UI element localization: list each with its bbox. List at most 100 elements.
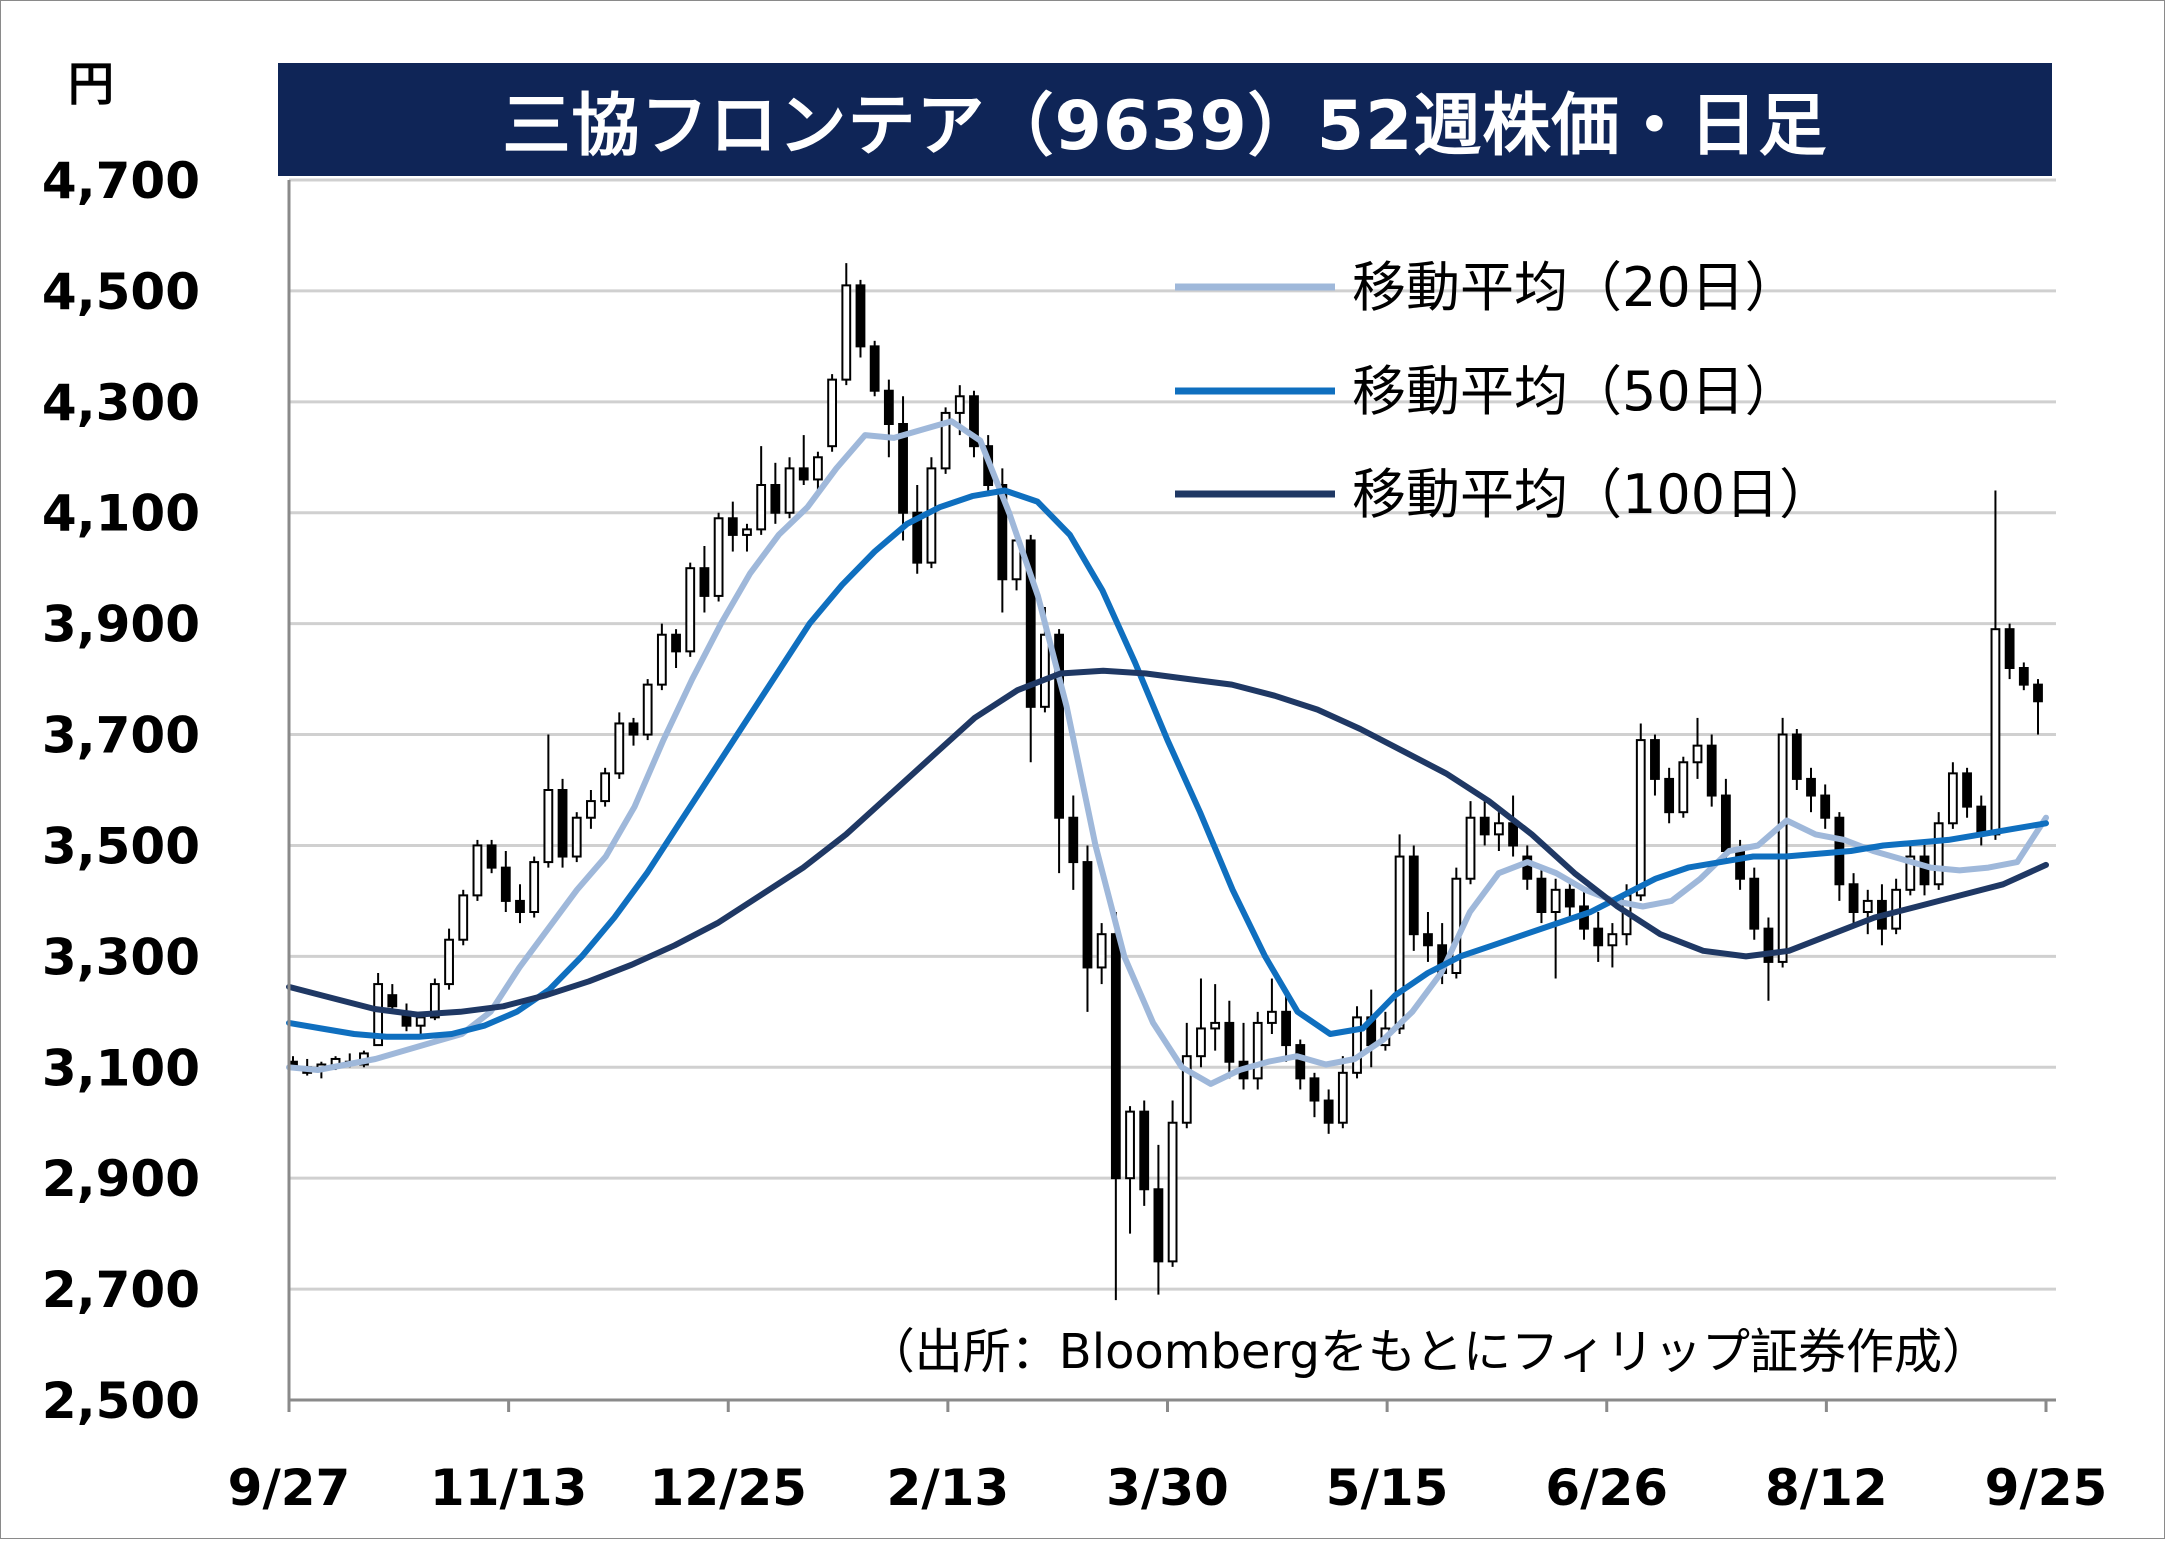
y-tick-label: 3,500 [42,817,200,875]
candle-body [685,567,696,653]
x-tick-label: 6/26 [1545,1459,1668,1517]
legend: 移動平均（20日） 移動平均（50日） 移動平均（100日） [1175,256,1833,526]
candle-body [373,983,384,1047]
candle-body [713,517,724,597]
y-tick-label: 3,300 [42,928,200,986]
candle-body [898,423,908,514]
candle-body [1054,633,1064,819]
candle-body [827,378,838,448]
candle-body [1394,855,1405,1030]
candle-body [1309,1077,1320,1102]
candle-body [1905,855,1916,891]
candle-body [1267,1010,1277,1024]
candle-body [727,517,738,536]
x-tick-label: 11/13 [430,1459,587,1517]
candle-body [997,484,1008,581]
candle-body [614,722,625,775]
candle-body [1593,927,1604,947]
candle-body [387,994,398,1008]
candle-body [1352,1016,1362,1074]
candle-body [1962,772,1972,808]
candle-body [1096,933,1107,969]
legend-label: 移動平均（20日） [1352,256,1799,319]
candle-body [500,866,511,902]
x-tick-label: 2/13 [887,1459,1010,1517]
candle-body [1508,822,1518,847]
candle-body [1337,1071,1348,1124]
candle-body [1522,855,1533,880]
candle-body [671,633,681,653]
candle-body [1295,1044,1306,1080]
candle-body [1423,933,1433,947]
candle-body [855,284,866,348]
y-tick-labels: 4,700 4,500 4,300 4,100 3,900 3,700 3,500 3,300… [42,152,200,1430]
candle-body [586,800,596,819]
candle-body [1607,933,1618,947]
candle-body [1139,1110,1150,1191]
x-tick-label: 9/25 [1985,1459,2108,1517]
candle-body [1068,816,1079,864]
candle-body [784,467,795,514]
y-tick-label: 2,500 [42,1372,200,1430]
chart-title: 三協フロンテア（9639）52週株価・日足 [278,63,2052,176]
candle-body [1848,883,1859,913]
candle-body [543,789,554,864]
legend-label: 移動平均（100日） [1352,463,1833,526]
candle-body [912,511,923,564]
candle-body [1777,733,1788,963]
candle-body [1706,744,1717,797]
candle-body [1720,794,1731,853]
candle-body [557,789,568,858]
candle-body [1820,794,1831,819]
legend-label: 移動平均（50日） [1352,360,1799,423]
x-tick-label: 9/27 [228,1459,351,1517]
x-tick-labels: 9/27 11/13 12/25 2/13 3/30 5/15 6/26 8/12 9/25 [228,1459,2108,1517]
candle-body [1763,927,1774,963]
y-tick-label: 2,700 [42,1261,200,1319]
candle-body [1153,1188,1164,1263]
candle-body [2018,667,2029,686]
candle-body [1678,761,1689,814]
x-tick-label: 8/12 [1765,1459,1888,1517]
candle-body [1919,855,1930,886]
candle-body [2004,628,2015,670]
candle-body [869,345,880,392]
candle-body [2033,683,2043,703]
candle-body [458,894,469,941]
candle-body [429,983,440,1019]
y-tick-label: 3,100 [42,1039,200,1097]
source-note: （出所：Bloombergをもとにフィリップ証券作成） [867,1324,1990,1380]
candle-body [1862,899,1873,914]
candle-body [656,633,667,686]
candle-body [1281,1010,1291,1047]
y-tick-label: 4,700 [42,152,200,210]
candle-body [1749,877,1760,930]
x-tick-label: 3/30 [1106,1459,1229,1517]
candle-body [1040,633,1050,708]
candle-body [969,395,979,448]
y-tick-label: 4,100 [42,485,200,543]
y-unit-label: 円 [68,57,114,111]
ma-line-0 [286,418,2049,1087]
axes [287,180,2056,1412]
candle-body [415,1016,426,1027]
y-tick-label: 4,300 [42,374,200,432]
candle-body [756,484,767,531]
candle-body [600,772,611,803]
candle-body [1650,739,1660,780]
candle-body [742,528,752,536]
candle-body [1692,744,1703,764]
candle-body [1564,888,1575,908]
candle-body [1664,777,1675,814]
y-tick-label: 3,700 [42,707,200,765]
candle-body [1025,539,1036,708]
candle-body [515,899,525,914]
x-tick-label: 12/25 [650,1459,807,1517]
candle-body [486,844,497,869]
ma-line-1 [286,487,2049,1040]
ma-line-2 [286,667,2049,1018]
moving-average-lines [286,418,2049,1087]
candle-body [1465,816,1476,880]
